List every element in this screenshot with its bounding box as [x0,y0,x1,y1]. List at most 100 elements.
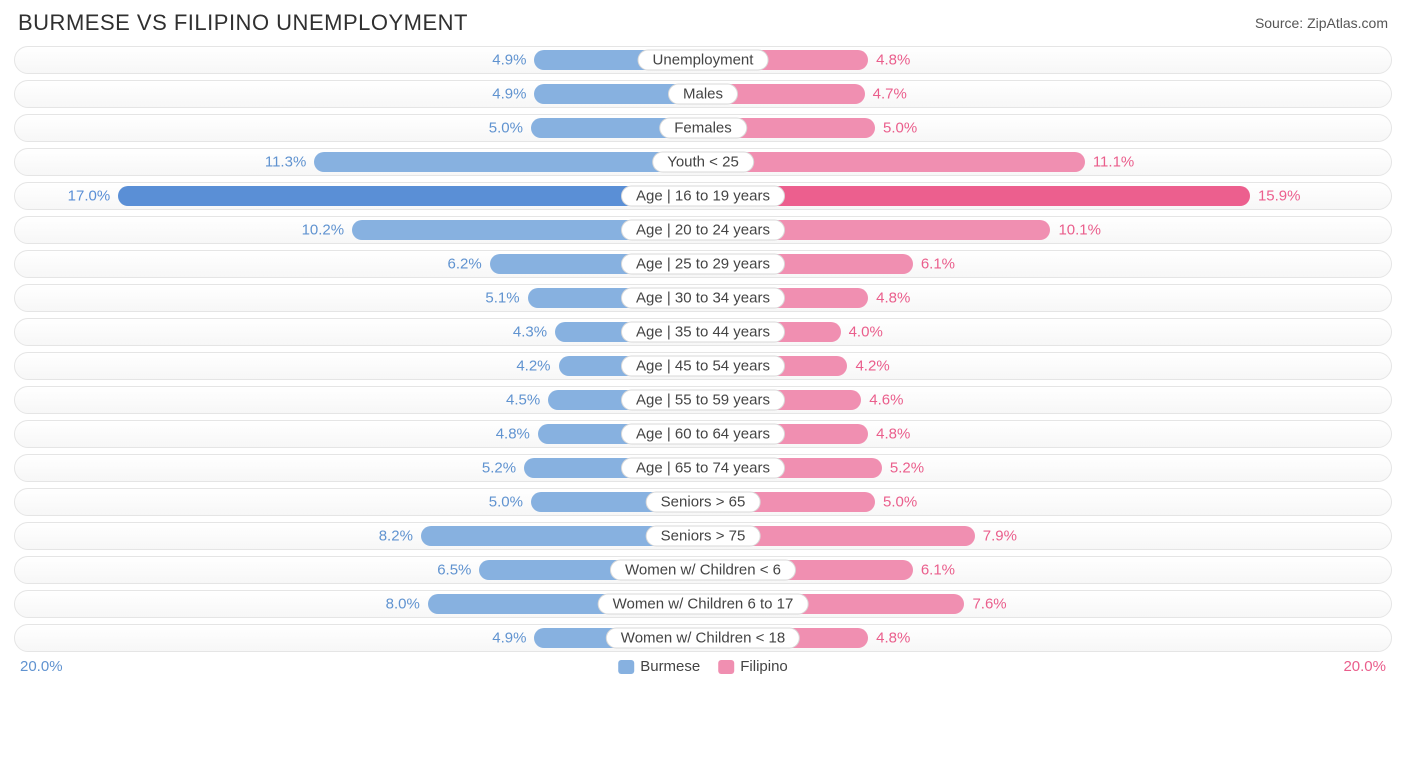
category-pill: Age | 25 to 29 years [621,254,785,275]
right-value: 6.1% [913,562,963,579]
right-value: 4.8% [868,290,918,307]
source-label: Source: [1255,15,1303,31]
chart-row: 11.3%11.1%Youth < 25 [14,148,1392,176]
right-bar-wrap: 4.8% [703,424,1391,444]
chart-row: 4.2% 4.2% Age | 45 to 54 years [14,352,1392,380]
chart-row: 4.8% 4.8% Age | 60 to 64 years [14,420,1392,448]
chart-row: 6.2% 6.1%Age | 25 to 29 years [14,250,1392,278]
axis-max-right: 20.0% [1343,658,1386,675]
right-value: 5.0% [875,120,925,137]
category-pill: Women w/ Children 6 to 17 [598,594,809,615]
right-bar-wrap: 15.9% [703,186,1391,206]
left-bar-wrap: 6.5% [15,560,703,580]
right-bar-wrap: 4.2% [703,356,1391,376]
right-bar-wrap: 4.6% [703,390,1391,410]
left-value: 4.8% [488,426,538,443]
left-value: 6.5% [429,562,479,579]
right-bar-wrap: 4.0% [703,322,1391,342]
chart-header: BURMESE VS FILIPINO UNEMPLOYMENT Source:… [14,10,1392,36]
right-value: 4.8% [868,52,918,69]
axis-max-left: 20.0% [20,658,63,675]
right-value: 4.2% [847,358,897,375]
left-bar-wrap: 4.3% [15,322,703,342]
category-pill: Age | 55 to 59 years [621,390,785,411]
category-pill: Males [668,84,738,105]
legend-item: Filipino [718,658,788,675]
legend-swatch [618,660,634,674]
right-bar: 11.1% [703,152,1085,172]
left-value: 4.2% [508,358,558,375]
left-bar-wrap: 4.5% [15,390,703,410]
category-pill: Age | 45 to 54 years [621,356,785,377]
legend-swatch [718,660,734,674]
chart-row: 17.0%15.9%Age | 16 to 19 years [14,182,1392,210]
left-value: 5.2% [474,460,524,477]
chart-row: 8.0%7.6%Women w/ Children 6 to 17 [14,590,1392,618]
left-value: 6.2% [440,256,490,273]
right-bar-wrap: 4.8% [703,288,1391,308]
left-bar-wrap: 4.2% [15,356,703,376]
right-value: 15.9% [1250,188,1309,205]
right-bar-wrap: 6.1% [703,254,1391,274]
left-value: 11.3% [257,154,314,171]
left-bar: 11.3% [314,152,703,172]
source-link[interactable]: ZipAtlas.com [1307,15,1388,31]
category-pill: Age | 30 to 34 years [621,288,785,309]
right-bar-wrap: 5.0% [703,118,1391,138]
right-bar-wrap: 11.1% [703,152,1391,172]
left-value: 4.5% [498,392,548,409]
category-pill: Unemployment [638,50,769,71]
right-value: 5.2% [882,460,932,477]
chart-row: 5.0% 5.0% Seniors > 65 [14,488,1392,516]
left-bar-wrap: 5.0% [15,118,703,138]
left-bar-wrap: 8.2% [15,526,703,546]
left-bar-wrap: 4.9% [15,50,703,70]
left-value: 4.9% [484,52,534,69]
category-pill: Seniors > 75 [646,526,761,547]
left-bar-wrap: 4.8% [15,424,703,444]
right-value: 4.0% [841,324,891,341]
chart-title: BURMESE VS FILIPINO UNEMPLOYMENT [18,10,468,36]
chart-row: 6.5%6.1%Women w/ Children < 6 [14,556,1392,584]
left-bar-wrap: 5.1% [15,288,703,308]
right-bar-wrap: 5.0% [703,492,1391,512]
chart-row: 5.0%5.0%Females [14,114,1392,142]
left-value: 4.3% [505,324,555,341]
chart-row: 4.5% 4.6%Age | 55 to 59 years [14,386,1392,414]
category-pill: Youth < 25 [652,152,754,173]
category-pill: Seniors > 65 [646,492,761,513]
left-value: 10.2% [294,222,353,239]
diverging-bar-chart: 4.9%4.8%Unemployment4.9%4.7%Males5.0%5.0… [14,46,1392,652]
chart-source: Source: ZipAtlas.com [1255,15,1388,31]
chart-row: 4.9%4.7%Males [14,80,1392,108]
chart-row: 8.2% 7.9% Seniors > 75 [14,522,1392,550]
chart-row: 4.9% 4.8% Unemployment [14,46,1392,74]
right-value: 5.0% [875,494,925,511]
left-value: 8.0% [378,596,428,613]
left-value: 5.1% [477,290,527,307]
right-bar-wrap: 6.1% [703,560,1391,580]
right-value: 7.9% [975,528,1025,545]
legend-label: Burmese [640,658,700,675]
left-bar-wrap: 10.2% [15,220,703,240]
right-value: 4.8% [868,426,918,443]
right-bar-wrap: 4.8% [703,50,1391,70]
right-bar: 15.9% [703,186,1250,206]
chart-row: 4.3%4.0%Age | 35 to 44 years [14,318,1392,346]
right-bar-wrap: 4.7% [703,84,1391,104]
left-bar-wrap: 6.2% [15,254,703,274]
left-value: 8.2% [371,528,421,545]
chart-row: 5.1% 4.8% Age | 30 to 34 years [14,284,1392,312]
left-bar-wrap: 4.9% [15,84,703,104]
category-pill: Age | 20 to 24 years [621,220,785,241]
chart-footer: 20.0% Burmese Filipino 20.0% [14,658,1392,682]
left-bar-wrap: 11.3% [15,152,703,172]
right-value: 4.8% [868,630,918,647]
left-value: 5.0% [481,120,531,137]
left-value: 5.0% [481,494,531,511]
category-pill: Age | 65 to 74 years [621,458,785,479]
right-bar-wrap: 7.9% [703,526,1391,546]
category-pill: Women w/ Children < 18 [606,628,800,649]
left-bar: 17.0% [118,186,703,206]
category-pill: Age | 60 to 64 years [621,424,785,445]
